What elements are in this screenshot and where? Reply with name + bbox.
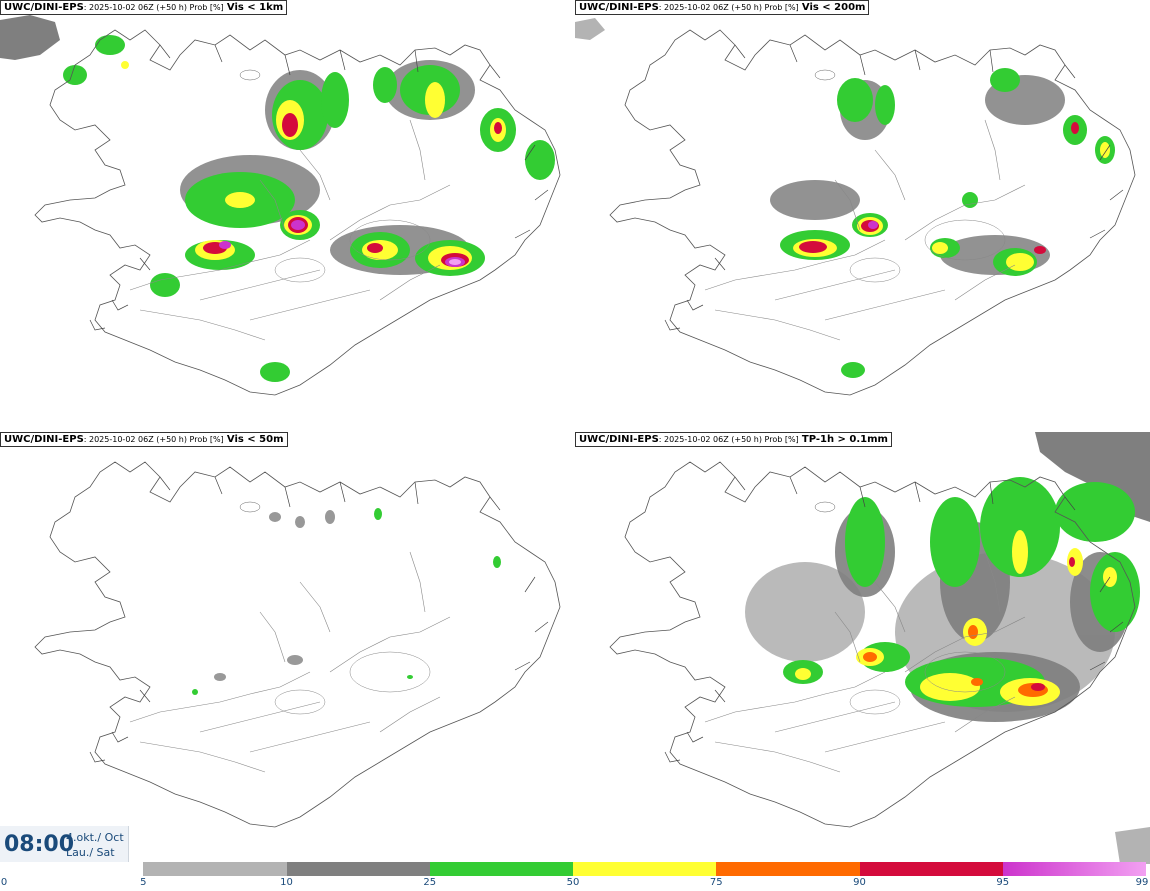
colorbar-segment <box>859 862 1003 876</box>
forecast-info: : 2025-10-02 06Z (+50 h) Prob [%] <box>658 3 799 12</box>
colorbar-segment <box>143 862 287 876</box>
map-panel-vis-50m: UWC/DINI-EPS: 2025-10-02 06Z (+50 h) Pro… <box>0 432 575 864</box>
colorbar-tick-label: 99 <box>1135 877 1149 888</box>
model-name: UWC/DINI-EPS <box>4 2 84 13</box>
valid-date-line1: 4.okt./ Oct <box>66 831 124 844</box>
probability-colorbar: 0 5 10 25 50 75 90 95 99 <box>0 862 1150 891</box>
colorbar-tick-label: 75 <box>709 877 723 888</box>
colorbar-tick-label: 10 <box>280 877 293 888</box>
forecast-info: : 2025-10-02 06Z (+50 h) Prob [%] <box>83 3 224 12</box>
panel-title: UWC/DINI-EPS: 2025-10-02 06Z (+50 h) Pro… <box>0 432 288 447</box>
variable-name: Vis < 200m <box>801 2 866 13</box>
colorbar-segment <box>573 862 717 876</box>
panel-title: UWC/DINI-EPS: 2025-10-02 06Z (+50 h) Pro… <box>0 0 288 15</box>
map-vis-50m <box>34 461 561 828</box>
map-vis-1km <box>0 15 561 396</box>
map-precip <box>609 432 1150 864</box>
colorbar-tick-label: 0 <box>0 877 8 888</box>
model-name: UWC/DINI-EPS <box>579 434 659 445</box>
panel-title: UWC/DINI-EPS: 2025-10-02 06Z (+50 h) Pro… <box>575 432 892 447</box>
valid-date: 4.okt./ Oct Lau./ Sat <box>66 830 124 860</box>
colorbar-segment <box>286 862 430 876</box>
map-vis-200m <box>575 18 1136 396</box>
colorbar-tick-label: 95 <box>996 877 1010 888</box>
colorbar-tick-label: 5 <box>140 877 147 888</box>
forecast-info: : 2025-10-02 06Z (+50 h) Prob [%] <box>83 435 224 444</box>
forecast-info: : 2025-10-02 06Z (+50 h) Prob [%] <box>658 435 799 444</box>
valid-time-box: 08:00 4.okt./ Oct Lau./ Sat <box>0 826 129 866</box>
variable-name: Vis < 50m <box>226 434 284 445</box>
valid-date-line2: Lau./ Sat <box>66 846 115 859</box>
colorbar-tick-label: 25 <box>423 877 437 888</box>
colorbar-segment <box>429 862 573 876</box>
map-panel-vis-1km: UWC/DINI-EPS: 2025-10-02 06Z (+50 h) Pro… <box>0 0 575 432</box>
valid-time: 08:00 <box>4 832 75 857</box>
colorbar-segment <box>716 862 860 876</box>
colorbar-tick-label: 50 <box>566 877 580 888</box>
colorbar-tick-label: 90 <box>853 877 866 888</box>
variable-name: Vis < 1km <box>226 2 284 13</box>
model-name: UWC/DINI-EPS <box>4 434 84 445</box>
map-panel-vis-200m: UWC/DINI-EPS: 2025-10-02 06Z (+50 h) Pro… <box>575 0 1150 432</box>
map-panel-precip: UWC/DINI-EPS: 2025-10-02 06Z (+50 h) Pro… <box>575 432 1150 864</box>
colorbar-segment <box>0 862 144 876</box>
panel-title: UWC/DINI-EPS: 2025-10-02 06Z (+50 h) Pro… <box>575 0 870 15</box>
colorbar-segment <box>1002 862 1146 876</box>
variable-name: TP-1h > 0.1mm <box>801 434 888 445</box>
model-name: UWC/DINI-EPS <box>579 2 659 13</box>
